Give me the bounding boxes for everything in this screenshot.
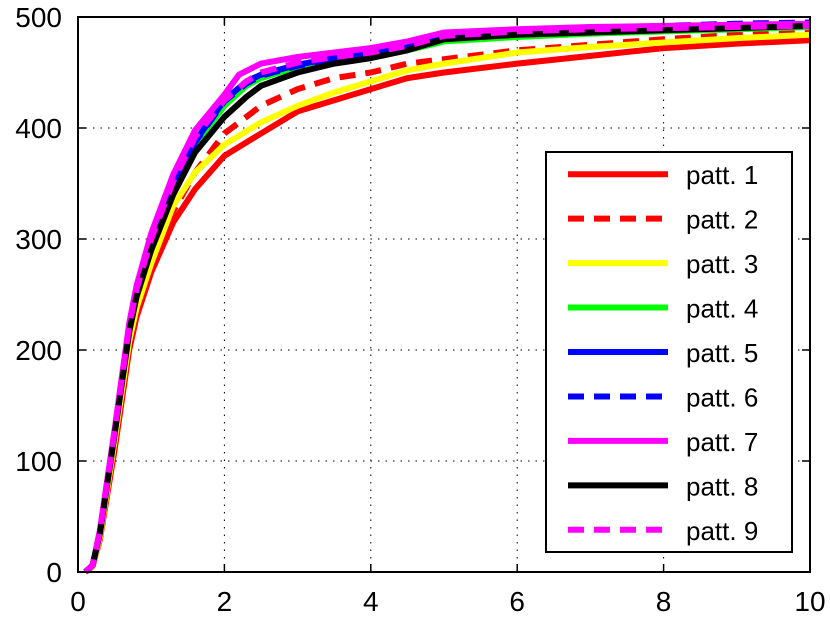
x-tick-label: 0 xyxy=(70,586,86,617)
x-tick-label: 4 xyxy=(363,586,379,617)
y-tick-label: 500 xyxy=(15,2,62,33)
legend-label-4: patt. 4 xyxy=(686,294,758,324)
x-tick-label: 6 xyxy=(509,586,525,617)
legend-label-7: patt. 7 xyxy=(686,427,758,457)
x-tick-label: 10 xyxy=(794,586,825,617)
axis-ticks xyxy=(77,16,811,573)
legend: patt. 1 patt. 2 patt. 3 patt. 4 patt. 5 patt.… xyxy=(545,151,793,553)
y-tick-label: 100 xyxy=(15,446,62,477)
series-lines xyxy=(83,19,811,575)
x-axis-tick-labels: 0 2 4 6 8 10 xyxy=(70,586,825,617)
y-tick-label: 400 xyxy=(15,113,62,144)
series-line-9 xyxy=(83,22,811,575)
plot-frame xyxy=(77,16,811,573)
legend-label-1: patt. 1 xyxy=(686,160,758,190)
legend-label-2: patt. 2 xyxy=(686,205,758,235)
x-tick-label: 2 xyxy=(217,586,233,617)
legend-label-9: patt. 9 xyxy=(686,516,758,546)
legend-label-8: patt. 8 xyxy=(686,471,758,501)
legend-label-6: patt. 6 xyxy=(686,382,758,412)
y-axis-tick-labels: 0 100 200 300 400 500 xyxy=(15,2,62,588)
y-tick-label: 300 xyxy=(15,224,62,255)
legend-label-5: patt. 5 xyxy=(686,338,758,368)
y-tick-label: 200 xyxy=(15,335,62,366)
y-tick-label: 0 xyxy=(46,557,62,588)
x-tick-label: 8 xyxy=(656,586,672,617)
legend-label-3: patt. 3 xyxy=(686,249,758,279)
